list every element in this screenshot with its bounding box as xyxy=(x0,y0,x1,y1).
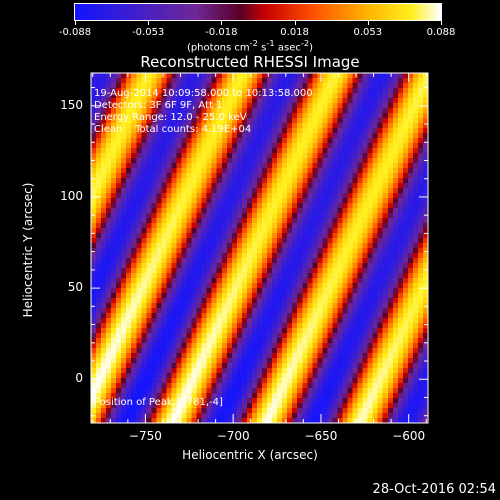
x-tick-label: −650 xyxy=(304,429,338,443)
y-tick-label: 50 xyxy=(67,280,83,295)
colorbar-tick-label: 0.053 xyxy=(353,27,383,38)
colorbar-tick-mark xyxy=(221,21,223,25)
chart-title: Reconstructed RHESSI Image xyxy=(140,53,360,71)
colorbar-units: (photons cm-2 s-1 asec-2) xyxy=(186,38,314,54)
x-tick-label: −600 xyxy=(392,429,426,443)
footer-date: 28-Oct-2016 02:54 xyxy=(372,482,496,497)
colorbar-tick-label: 0.018 xyxy=(280,27,309,38)
colorbar xyxy=(74,3,442,21)
heatmap-image xyxy=(91,73,428,423)
plot-frame xyxy=(90,72,429,424)
x-tick-label: −750 xyxy=(128,429,162,443)
annotation-energy-range: Energy Range: 12.0 - 25.0 keV xyxy=(94,112,247,123)
annotation-peak-position: Position of Peak: [-781,-4] xyxy=(94,397,223,408)
y-tick-label: 100 xyxy=(60,188,83,203)
colorbar-tick-mark xyxy=(441,21,442,25)
y-tick-label: 0 xyxy=(75,371,83,386)
y-axis-label: Heliocentric Y (arcsec) xyxy=(21,182,35,318)
annotation-detectors: Detectors: 3F 6F 9F, Att 1 xyxy=(94,100,223,111)
colorbar-tick-mark xyxy=(75,21,76,25)
x-axis-label: Heliocentric X (arcsec) xyxy=(182,448,318,462)
axis-ticks xyxy=(91,73,428,423)
colorbar-tick-label: -0.018 xyxy=(205,27,238,38)
colorbar-tick-mark xyxy=(148,21,150,25)
colorbar-tick-label: -0.088 xyxy=(58,27,92,38)
y-tick-label: 150 xyxy=(60,97,83,112)
x-tick-label: −700 xyxy=(216,429,250,443)
annotation-time-range: 19-Aug-2014 10:09:58.000 to 10:13:58.000 xyxy=(94,88,313,99)
colorbar-tick-mark xyxy=(294,21,296,25)
colorbar-tick-label: 0.088 xyxy=(426,27,456,38)
annotation-clean-counts: Clean Total counts: 4.19E+04 xyxy=(94,124,252,135)
colorbar-tick-label: -0.053 xyxy=(132,27,165,38)
colorbar-tick-mark xyxy=(367,21,369,25)
